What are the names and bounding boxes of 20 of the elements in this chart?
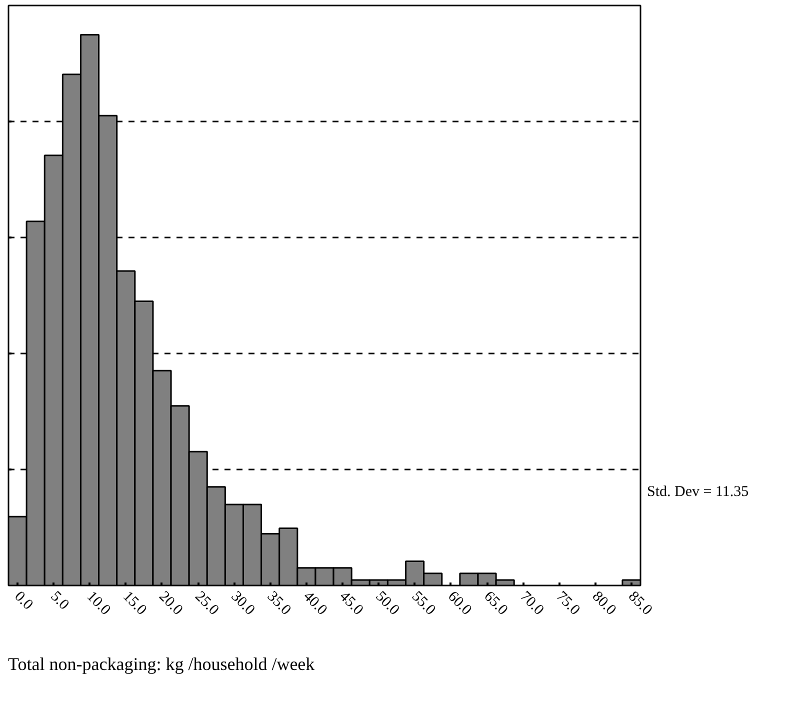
x-tick-label: 10.0 <box>83 588 114 618</box>
x-tick-label: 0.0 <box>11 588 36 614</box>
x-tick-label: 20.0 <box>156 588 186 618</box>
x-tick-label: 60.0 <box>444 588 474 618</box>
x-tick-label: 50.0 <box>372 588 402 618</box>
x-tick-label: 45.0 <box>336 588 366 618</box>
x-tick-label: 25.0 <box>192 588 222 618</box>
x-tick-label: 85.0 <box>625 588 655 618</box>
x-tick-label: 75.0 <box>552 588 583 618</box>
x-tick-label: 65.0 <box>480 588 511 618</box>
x-tick-label: 55.0 <box>408 588 438 618</box>
x-tick-label: 40.0 <box>300 588 330 618</box>
text: Std. Dev = 11.35 <box>647 483 749 502</box>
x-tick-label: 70.0 <box>516 588 547 618</box>
x-tick-label: 80.0 <box>588 588 619 618</box>
x-tick-label: 35.0 <box>264 588 294 618</box>
x-axis-title: Total non-packaging: kg /household /week <box>8 653 315 676</box>
x-tick-label: 30.0 <box>228 588 258 618</box>
x-tick-label: 5.0 <box>47 588 72 614</box>
x-tick-label: 15.0 <box>120 588 150 618</box>
